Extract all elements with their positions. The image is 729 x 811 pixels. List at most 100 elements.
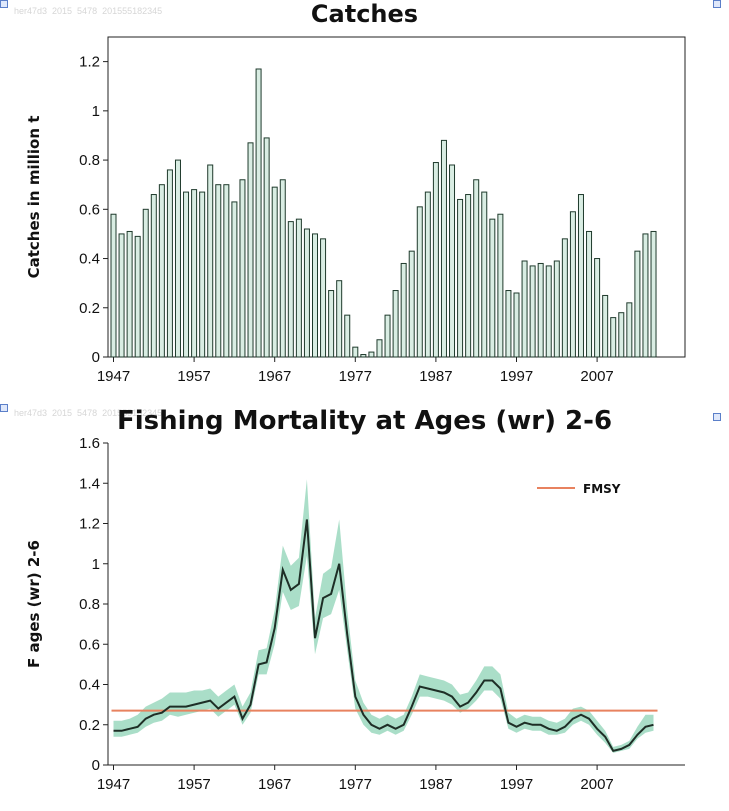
catch-bar-1970	[295, 218, 302, 358]
catch-bar-1973	[320, 238, 327, 358]
catch-bar-1971	[303, 228, 310, 358]
catch-bar-1992	[473, 179, 480, 358]
f-y-tick-label: 0.6	[79, 636, 100, 653]
f-confidence-band	[113, 479, 654, 753]
catch-bar-1988	[440, 139, 447, 358]
catches-x-tick-label: 1947	[97, 368, 130, 385]
catch-bar-2004	[569, 211, 576, 358]
catch-bar-1964	[247, 142, 254, 358]
catches-bar-chart: 0 0.2 0.4 0.6 0.8 1 1.2 1947 1957 1967 1977 1987 199…	[25, 36, 686, 385]
catch-bar-1998	[521, 260, 528, 358]
catch-bar-1991	[465, 194, 472, 358]
catch-bar-1966	[263, 137, 270, 358]
catches-x-tick-label: 2007	[580, 368, 613, 385]
catch-bar-1948	[118, 233, 125, 358]
catch-bar-1989	[449, 164, 456, 358]
f-y-tick-label: 1.6	[79, 435, 100, 452]
legend-fmsy-label: FMSY	[583, 482, 621, 496]
catches-y-tick-label: 1	[92, 103, 100, 120]
corner-handle-mid-right[interactable]	[713, 413, 721, 421]
catch-bar-2002	[553, 260, 560, 358]
catch-bar-1985	[416, 206, 423, 358]
f-y-axis-label: F ages (wr) 2-6	[25, 540, 43, 668]
catch-bar-1960	[215, 184, 222, 358]
corner-handle-top-right[interactable]	[713, 0, 721, 8]
f-x-tick-label: 1967	[258, 776, 291, 793]
f-y-tick-label: 1.2	[79, 516, 100, 533]
catch-bar-1950	[134, 235, 141, 358]
catch-bar-1980	[376, 339, 383, 358]
catch-bar-2011	[626, 302, 633, 358]
f-legend: FMSY	[537, 482, 621, 496]
catch-bar-2013	[642, 233, 649, 358]
catch-bar-1959	[207, 164, 214, 358]
catch-bar-2005	[577, 194, 584, 358]
catch-bar-1956	[183, 191, 190, 358]
catches-x-tick-label: 1957	[177, 368, 210, 385]
f-y-tick-label: 0.8	[79, 596, 100, 613]
corner-handle-top-left[interactable]	[0, 0, 8, 8]
catch-bar-1995	[497, 213, 504, 358]
corner-handle-mid-left[interactable]	[0, 404, 8, 412]
catch-bar-1976	[344, 314, 351, 358]
f-y-tick-label: 0.4	[79, 677, 100, 694]
catch-bar-1961	[223, 184, 230, 358]
f-x-tick-label: 2007	[580, 776, 613, 793]
catch-bar-1996	[505, 290, 512, 358]
catches-x-tick-label: 1967	[258, 368, 291, 385]
catch-bar-1958	[199, 191, 206, 358]
fishing-mortality-chart-title: Fishing Mortality at Ages (wr) 2-6	[116, 406, 613, 436]
f-y-tick-label: 1.4	[79, 475, 100, 492]
catch-bar-1993	[481, 191, 488, 358]
catch-bar-1974	[328, 290, 335, 358]
f-x-tick-label: 1987	[419, 776, 452, 793]
catch-bar-2006	[586, 230, 593, 358]
catch-bar-1951	[142, 208, 149, 358]
catch-bar-1999	[529, 265, 536, 358]
watermark-mid: her47d3 2015 5478 201555182345	[14, 408, 163, 418]
catch-bar-1965	[255, 68, 262, 358]
catches-y-tick-label: 0.6	[79, 201, 100, 218]
catch-bar-2010	[618, 312, 625, 358]
catch-bar-1972	[312, 233, 318, 358]
catch-bar-1981	[384, 314, 391, 358]
catch-bar-1968	[279, 179, 286, 358]
catch-bar-2014	[650, 230, 657, 358]
catch-bar-2009	[610, 317, 617, 358]
catches-x-tick-label: 1987	[419, 368, 452, 385]
catch-bar-2001	[545, 265, 552, 358]
catch-bar-1969	[287, 221, 294, 358]
catch-bar-1984	[408, 250, 415, 358]
catches-y-tick-label: 0.2	[79, 300, 100, 317]
catches-y-tick-label: 1.2	[79, 54, 100, 71]
catch-bar-1986	[424, 191, 431, 358]
watermark-top: her47d3 2015 5478 201555182345	[14, 6, 163, 16]
f-y-tick-label: 1	[92, 556, 100, 573]
catch-bar-1979	[368, 351, 375, 358]
f-x-tick-label: 1997	[500, 776, 533, 793]
catches-y-axis-label: Catches in million t	[25, 116, 43, 279]
catch-bar-1978	[360, 354, 367, 358]
f-x-tick-label: 1977	[339, 776, 372, 793]
catch-bar-1994	[489, 218, 496, 358]
catch-bar-1955	[174, 159, 181, 358]
catches-y-tick-label: 0	[92, 349, 100, 366]
catch-bar-1990	[457, 198, 464, 358]
catch-bar-1962	[231, 201, 238, 358]
f-y-tick-label: 0.2	[79, 717, 100, 734]
f-x-tick-label: 1957	[177, 776, 210, 793]
catches-y-tick-label: 0.4	[79, 251, 100, 268]
catch-bar-1982	[392, 290, 399, 358]
catch-bar-2008	[602, 294, 609, 358]
f-x-tick-label: 1947	[97, 776, 130, 793]
catch-bar-1954	[166, 169, 173, 358]
catches-y-tick-label: 0.8	[79, 152, 100, 169]
catch-bar-1983	[400, 262, 407, 358]
catch-bar-2000	[537, 262, 544, 358]
catches-chart-title: Catches	[310, 0, 419, 28]
f-y-tick-label: 0	[92, 757, 100, 774]
catch-bar-1963	[239, 179, 246, 358]
catch-bar-1975	[336, 280, 343, 358]
catch-bar-2012	[634, 250, 641, 358]
catch-bar-1952	[150, 194, 157, 358]
